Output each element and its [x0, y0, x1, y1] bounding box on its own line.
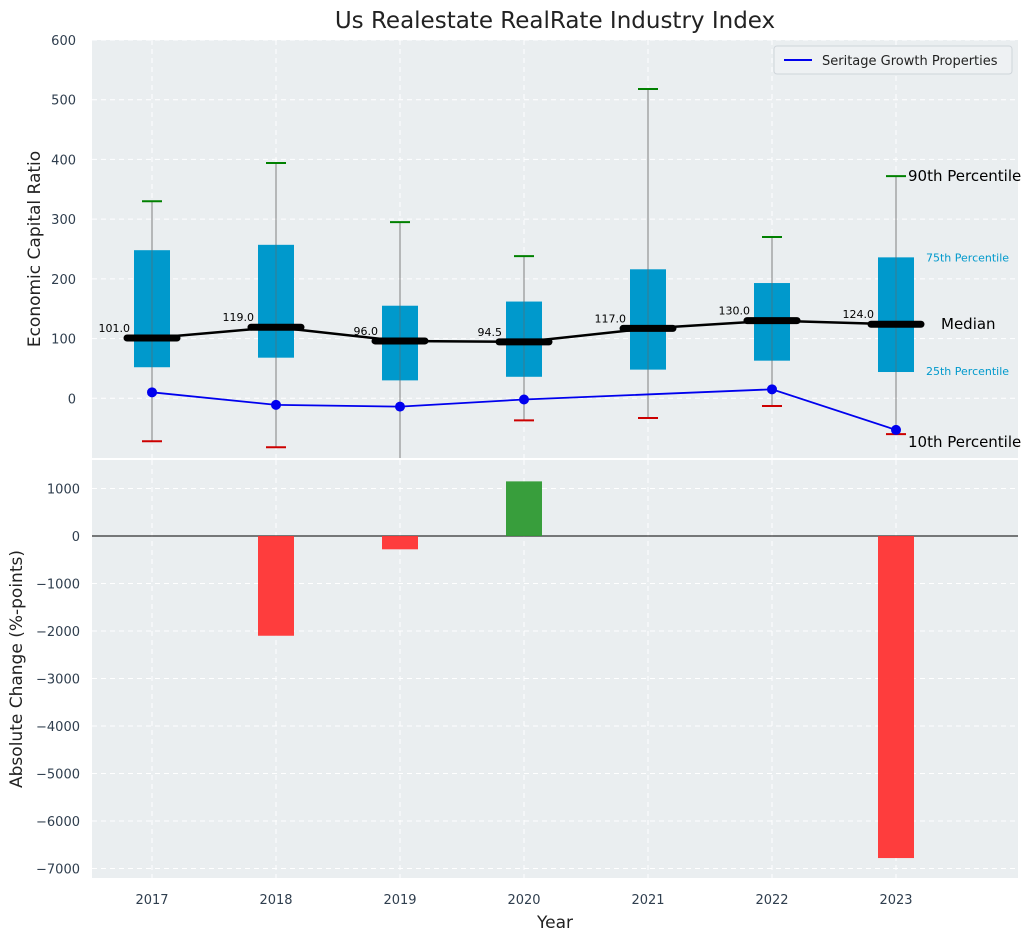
p90-annotation: 90th Percentile: [908, 167, 1021, 185]
bottom-y-tick-label: −7000: [36, 863, 80, 878]
change-bar: [382, 536, 418, 550]
series-line: [151, 388, 897, 431]
median-value-label: 96.0: [354, 325, 379, 338]
x-tick-label: 2020: [507, 893, 540, 908]
top-y-tick-label: 100: [51, 333, 76, 348]
bottom-y-tick-label: 1000: [47, 483, 80, 498]
chart-title: Us Realestate RealRate Industry Index: [335, 8, 775, 34]
series-point: [395, 401, 405, 412]
top-y-tick-label: 0: [68, 392, 76, 407]
series-point: [767, 384, 777, 395]
x-tick-label: 2022: [755, 893, 788, 908]
top-plot-area: [92, 40, 1018, 458]
top-y-tick-label: 500: [51, 94, 76, 109]
median-value-label: 101.0: [99, 322, 131, 335]
change-bar: [878, 536, 914, 859]
series-point: [271, 399, 281, 410]
top-y-tick-label: 600: [51, 34, 76, 49]
p75-annotation: 75th Percentile: [926, 251, 1009, 264]
top-y-tick-label: 200: [51, 273, 76, 288]
x-tick-label: 2017: [135, 893, 168, 908]
bottom-y-tick-label: −2000: [36, 625, 80, 640]
median-annotation: Median: [941, 315, 996, 333]
bottom-y-tick-label: −1000: [36, 578, 80, 593]
x-tick-label: 2018: [259, 893, 292, 908]
bottom-y-tick-label: −6000: [36, 815, 80, 830]
series-point: [147, 387, 157, 398]
change-bar: [258, 536, 294, 636]
median-value-label: 119.0: [223, 311, 255, 324]
bottom-plot-area: [92, 460, 1018, 878]
x-axis-title: Year: [536, 913, 573, 933]
top-y-tick-label: 300: [51, 213, 76, 228]
p10-annotation: 10th Percentile: [908, 433, 1021, 451]
bottom-y-tick-label: −3000: [36, 673, 80, 688]
legend-entry-label: Seritage Growth Properties: [822, 54, 998, 69]
x-tick-label: 2021: [631, 893, 664, 908]
bottom-y-tick-label: −5000: [36, 768, 80, 783]
median-value-label: 94.5: [478, 326, 503, 339]
x-tick-label: 2019: [383, 893, 416, 908]
bottom-y-tick-label: 0: [72, 530, 80, 545]
x-tick-label: 2023: [879, 893, 912, 908]
median-value-label: 124.0: [843, 308, 875, 321]
legend-box: [773, 45, 1013, 75]
series-point: [891, 424, 901, 435]
median-value-label: 130.0: [719, 305, 751, 318]
median-value-label: 117.0: [595, 312, 627, 325]
bottom-y-tick-label: −4000: [36, 720, 80, 735]
bottom-y-axis-title: Absolute Change (%-points): [7, 550, 27, 788]
top-y-tick-label: 400: [51, 153, 76, 168]
series-point: [519, 394, 529, 405]
change-bar: [506, 481, 542, 536]
top-y-axis-title: Economic Capital Ratio: [25, 151, 45, 347]
p25-annotation: 25th Percentile: [926, 365, 1009, 378]
